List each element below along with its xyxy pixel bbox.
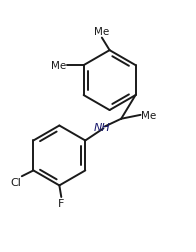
Text: Me: Me [94, 27, 110, 37]
Text: Cl: Cl [10, 177, 21, 187]
Text: F: F [58, 198, 64, 208]
Text: Me: Me [142, 110, 157, 120]
Text: Me: Me [51, 61, 66, 71]
Text: NH: NH [93, 123, 110, 133]
